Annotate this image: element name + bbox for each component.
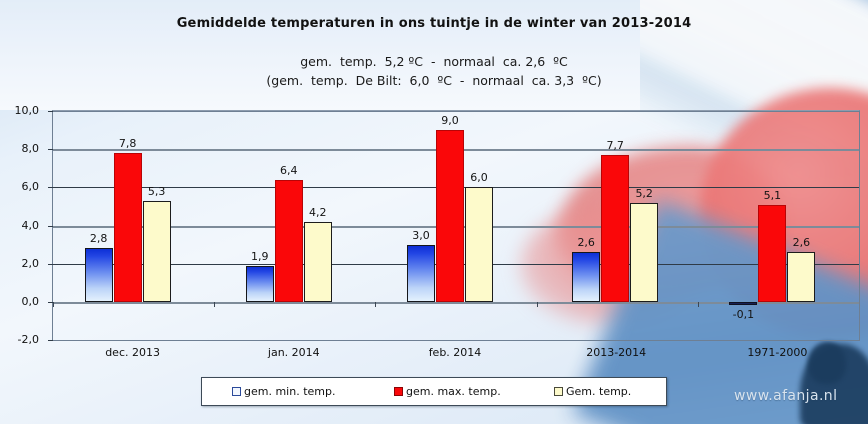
x-axis-tick bbox=[53, 301, 54, 307]
bar-jan2014-min bbox=[245, 265, 274, 302]
x-axis-tick bbox=[536, 301, 538, 307]
y-axis-tick bbox=[48, 263, 53, 265]
bar-value-label: 7,7 bbox=[606, 138, 624, 152]
bar-1971-2000-max bbox=[758, 204, 787, 302]
gridline--2-0 bbox=[53, 340, 859, 341]
bar-2013-2014-max bbox=[601, 154, 630, 302]
y-axis-label: -2,0 bbox=[17, 333, 39, 346]
legend-item-min-temp[interactable]: gem. min. temp. bbox=[232, 385, 335, 398]
chart-subtitle: gem. temp. 5,2 ºC - normaal ca. 2,6 ºC (… bbox=[0, 52, 868, 90]
plot-area: 10,0 8,0 6,0 4,0 2,0 0,0 -2,0 2,8 7,8 5,3 1,9 6,4 4,… bbox=[15, 104, 860, 346]
y-axis-label: 0,0 bbox=[21, 294, 40, 308]
bar-feb2014-min bbox=[407, 244, 435, 302]
y-axis-tick bbox=[48, 340, 53, 341]
x-axis-label-jan2014: jan. 2014 bbox=[267, 346, 320, 359]
x-axis-label-feb2014: feb. 2014 bbox=[428, 346, 482, 359]
bar-value-label: -0,1 bbox=[732, 307, 755, 321]
gridline-0-0 bbox=[53, 301, 859, 304]
chart-title: Gemiddelde temperaturen in ons tuintje i… bbox=[176, 16, 692, 31]
y-axis-tick bbox=[48, 187, 53, 189]
bar-feb2014-avg bbox=[465, 187, 493, 302]
legend-item-max-temp[interactable]: gem. max. temp. bbox=[394, 385, 501, 398]
bar-value-label: 1,9 bbox=[251, 249, 269, 263]
site-watermark: www.afanja.nl bbox=[734, 388, 838, 404]
bar-jan2014-max bbox=[274, 179, 303, 302]
x-axis-label-dec2013: dec. 2013 bbox=[105, 346, 160, 359]
bar-value-label: 5,3 bbox=[147, 184, 166, 198]
max-temp-swatch bbox=[394, 387, 403, 396]
y-axis-tick bbox=[48, 149, 53, 151]
person-silhouette-head bbox=[808, 342, 846, 384]
bar-value-label: 5,1 bbox=[763, 188, 782, 202]
bar-jan2014-avg bbox=[303, 221, 332, 302]
bar-value-label: 2,8 bbox=[89, 232, 108, 246]
legend-label: Gem. temp. bbox=[566, 385, 632, 398]
background-top-fade bbox=[0, 0, 640, 110]
y-axis-label: 10,0 bbox=[14, 104, 40, 117]
y-axis-label: 4,0 bbox=[21, 218, 40, 232]
bar-value-label: 2,6 bbox=[792, 236, 811, 250]
bar-1971-2000-avg bbox=[787, 252, 816, 302]
chart-subtitle-line-2: (gem. temp. De Bilt: 6,0 ºC - normaal ca… bbox=[266, 73, 602, 88]
y-axis-label: 6,0 bbox=[21, 180, 40, 194]
y-axis-label: 8,0 bbox=[21, 142, 40, 156]
x-axis-label-1971-2000: 1971-2000 bbox=[747, 346, 808, 359]
avg-temp-swatch bbox=[554, 387, 563, 396]
bar-value-label: 2,6 bbox=[577, 236, 595, 250]
bar-2013-2014-avg bbox=[630, 202, 659, 302]
bar-1971-2000-min bbox=[729, 301, 758, 305]
legend-label: gem. min. temp. bbox=[244, 385, 336, 398]
chart-subtitle-line-1: gem. temp. 5,2 ºC - normaal ca. 2,6 ºC bbox=[300, 54, 568, 69]
bar-dec2013-min bbox=[84, 248, 113, 302]
min-temp-swatch bbox=[232, 387, 241, 396]
y-axis-label: 2,0 bbox=[21, 256, 40, 270]
bar-value-label: 4,2 bbox=[309, 205, 327, 219]
chart-legend: gem. min. temp. gem. max. temp. Gem. temp. bbox=[201, 377, 667, 406]
x-axis-label-2013-2014: 2013-2014 bbox=[586, 346, 647, 359]
y-axis-tick bbox=[48, 111, 53, 112]
bar-value-label: 6,4 bbox=[280, 163, 298, 177]
y-axis-tick bbox=[48, 225, 53, 227]
bar-value-label: 3,0 bbox=[412, 228, 430, 242]
bar-value-label: 7,8 bbox=[118, 136, 137, 150]
y-axis-tick bbox=[48, 301, 53, 303]
bar-2013-2014-min bbox=[572, 252, 601, 302]
legend-label: gem. max. temp. bbox=[406, 385, 501, 398]
x-axis-tick bbox=[375, 301, 377, 307]
bar-dec2013-avg bbox=[142, 200, 171, 302]
bar-value-label: 6,0 bbox=[470, 171, 488, 185]
x-axis-tick bbox=[697, 301, 699, 307]
x-axis-tick bbox=[214, 301, 216, 307]
bar-value-label: 5,2 bbox=[635, 186, 653, 200]
legend-item-avg-temp[interactable]: Gem. temp. bbox=[554, 385, 631, 398]
bar-value-label: 9,0 bbox=[441, 114, 459, 128]
bar-dec2013-max bbox=[113, 152, 142, 302]
bar-feb2014-max bbox=[436, 130, 464, 302]
gridline-10-0 bbox=[53, 111, 859, 112]
